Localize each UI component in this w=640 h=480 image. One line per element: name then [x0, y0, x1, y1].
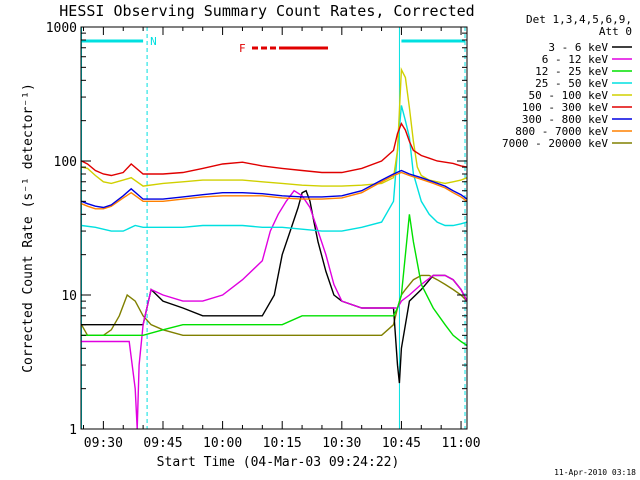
y-tick-label: 10	[61, 289, 77, 304]
flare-marker: F	[239, 42, 328, 55]
series-line-5	[81, 122, 468, 177]
series-layer	[80, 67, 468, 430]
x-tick-label: 09:45	[143, 436, 182, 451]
series-line-3	[81, 105, 468, 232]
timestamp: 11-Apr-2010 03:18	[554, 468, 636, 477]
legend-label: 3 - 6 keV	[548, 41, 608, 54]
y-axis: 1 10 100 1000	[46, 21, 467, 438]
x-tick-label: 10:30	[322, 436, 361, 451]
series-line-0	[81, 189, 468, 384]
x-tick-label: 10:15	[263, 436, 302, 451]
x-tick-label: 10:45	[382, 436, 421, 451]
legend-label: 25 - 50 keV	[535, 77, 608, 90]
legend-label: 7000 - 20000 keV	[502, 137, 608, 150]
legend-label: 100 - 300 keV	[522, 101, 608, 114]
legend-label: 800 - 7000 keV	[515, 125, 608, 138]
flare-label: F	[239, 42, 246, 55]
y-tick-label: 1000	[46, 21, 77, 36]
plot-frame	[80, 26, 468, 430]
legend-label: 6 - 12 keV	[542, 53, 609, 66]
y-tick-label: 1	[69, 423, 77, 438]
legend-label: 50 - 100 keV	[529, 89, 609, 102]
legend-header-line: Det 1,3,4,5,6,9,	[526, 13, 632, 26]
y-axis-label: Corrected Count Rate (s⁻¹ detector⁻¹)	[21, 83, 36, 373]
series-line-7	[81, 171, 468, 210]
x-tick-label: 10:00	[203, 436, 242, 451]
y-tick-label: 100	[54, 155, 77, 170]
legend-header-line: Att 0	[599, 25, 632, 38]
series-line-4	[81, 67, 468, 187]
series-line-8	[80, 274, 468, 336]
series-line-6	[81, 169, 468, 209]
legend-label: 12 - 25 keV	[535, 65, 608, 78]
x-tick-label: 11:00	[441, 436, 480, 451]
x-tick-label: 09:30	[84, 436, 123, 451]
night-label: N	[150, 35, 157, 48]
chart-title: HESSI Observing Summary Count Rates, Cor…	[59, 2, 474, 20]
x-axis: 09:30 09:45 10:00 10:15 10:30 10:45 11:00	[83, 27, 481, 451]
night-markers: N	[81, 27, 466, 429]
legend-label: 300 - 800 keV	[522, 113, 608, 126]
x-axis-label: Start Time (04-Mar-03 09:24:22)	[157, 455, 400, 470]
series-line-2	[81, 214, 468, 347]
